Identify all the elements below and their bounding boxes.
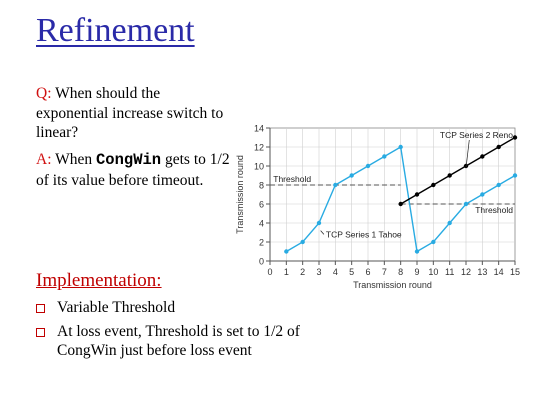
data-point: [512, 135, 518, 140]
data-point: [349, 173, 354, 178]
x-tick-label: 5: [349, 267, 354, 277]
data-point: [333, 182, 338, 188]
y-tick-label: 10: [254, 162, 264, 172]
x-tick-label: 6: [365, 267, 370, 277]
data-point: [431, 239, 436, 245]
data-point: [414, 192, 420, 197]
data-point: [496, 182, 501, 188]
bullet-item: At loss event, Threshold is set to 1/2 o…: [36, 322, 306, 361]
data-point: [447, 220, 452, 226]
answer-text-end: gets to 1/2 of its value before timeout.: [36, 151, 230, 189]
question-label: Q:: [36, 85, 52, 102]
data-point: [365, 163, 371, 169]
series-label-tahoe: TCP Series 1 Tahoe: [326, 229, 402, 239]
threshold-label: Threshold: [273, 174, 311, 184]
data-point: [480, 192, 485, 197]
bullet-box-icon: [36, 327, 45, 337]
x-tick-label: 1: [284, 267, 289, 277]
x-tick-label: 9: [414, 267, 419, 277]
bullet-text: Variable Threshold: [57, 299, 176, 316]
answer-block: A: When CongWin gets to 1/2 of its value…: [36, 150, 246, 190]
y-tick-label: 2: [259, 238, 264, 248]
y-tick-label: 14: [254, 124, 264, 134]
data-point: [463, 201, 469, 207]
answer-code: CongWin: [96, 151, 162, 169]
y-tick-label: 6: [259, 200, 264, 210]
x-tick-label: 11: [445, 267, 454, 277]
y-axis-title: Transmission round: [235, 155, 245, 234]
data-point: [284, 249, 289, 254]
x-axis-title: Transmission round: [353, 280, 432, 290]
x-tick-label: 15: [510, 267, 520, 277]
y-tick-label: 4: [259, 219, 264, 229]
x-tick-label: 13: [477, 267, 487, 277]
data-point: [414, 249, 420, 254]
reno-leader-line: [465, 139, 470, 168]
data-point: [512, 173, 518, 178]
data-point: [316, 220, 322, 226]
answer-text-start: When: [55, 151, 96, 168]
data-point: [398, 201, 403, 207]
data-point: [431, 182, 436, 188]
bullet-list: Variable Threshold At loss event, Thresh…: [36, 298, 306, 365]
bullet-box-icon: [36, 304, 45, 313]
data-point: [398, 144, 403, 150]
question-text: When should the exponential increase swi…: [36, 85, 224, 141]
implementation-heading: Implementation:: [36, 270, 162, 291]
bullet-text: At loss event, Threshold is set to 1/2 o…: [57, 322, 300, 360]
answer-label: A:: [36, 151, 52, 168]
x-tick-label: 4: [333, 267, 338, 277]
data-point: [382, 154, 387, 159]
data-point: [496, 144, 501, 150]
x-tick-label: 12: [461, 267, 471, 277]
y-tick-label: 12: [254, 143, 264, 153]
question-block: Q: When should the exponential increase …: [36, 84, 236, 143]
y-tick-label: 8: [259, 181, 264, 191]
tahoe-leader-line: [320, 230, 325, 235]
series-line: [400, 136, 516, 205]
series-label-reno: TCP Series 2 Reno: [440, 130, 513, 140]
y-tick-label: 0: [259, 257, 264, 267]
x-tick-label: 0: [267, 267, 272, 277]
data-point: [300, 239, 305, 245]
x-tick-label: 8: [398, 267, 403, 277]
slide-title: Refinement: [36, 12, 195, 49]
data-point: [447, 173, 452, 178]
plot-frame: [269, 127, 516, 262]
data-point: [480, 154, 485, 159]
threshold-label: Threshold: [475, 205, 513, 215]
x-tick-label: 2: [300, 267, 305, 277]
x-tick-label: 14: [494, 267, 504, 277]
x-tick-label: 10: [428, 267, 438, 277]
x-tick-label: 3: [316, 267, 321, 277]
x-tick-label: 7: [382, 267, 387, 277]
bullet-item: Variable Threshold: [36, 298, 306, 318]
